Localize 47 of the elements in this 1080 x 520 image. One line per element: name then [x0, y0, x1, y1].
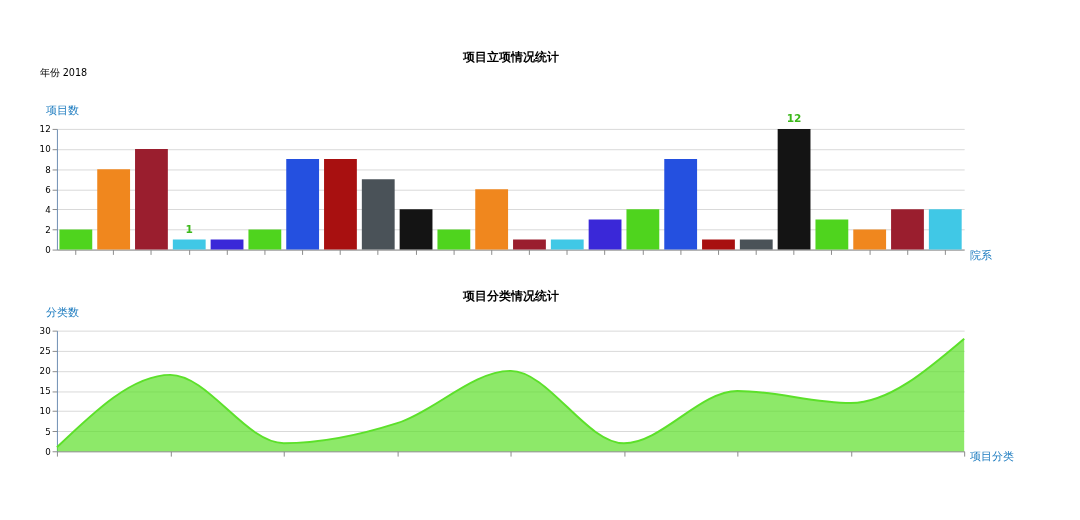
bar: [248, 229, 282, 250]
bar: [853, 229, 887, 250]
y-tick-label: 5: [45, 426, 51, 437]
bar: [702, 239, 735, 250]
bar: [550, 239, 584, 250]
bar: [475, 189, 509, 250]
bar: [324, 159, 357, 250]
y-tick-label: 10: [39, 144, 51, 155]
bar: [361, 179, 395, 250]
y-tick-label: 4: [45, 204, 52, 215]
y-tick-label: 12: [39, 124, 51, 135]
y-tick-label: 6: [45, 184, 51, 195]
text: 年份 2018: [39, 66, 88, 78]
y-tick-label: 10: [39, 406, 51, 417]
y-tick-label: 20: [39, 366, 51, 377]
y-tick-label: 30: [39, 326, 51, 337]
bar: [928, 209, 962, 250]
y-tick-label: 8: [45, 164, 51, 175]
y-axis-title: 项目数: [45, 103, 79, 117]
bar: [664, 159, 698, 250]
chart-title: 项目分类情况统计: [461, 288, 559, 303]
bar: [513, 239, 546, 250]
bar: [437, 229, 471, 250]
bar: [777, 128, 811, 250]
bar: [172, 239, 206, 250]
x-axis-title: 院系: [970, 248, 993, 262]
bar: [588, 219, 622, 250]
bar: [59, 229, 93, 250]
bar: [97, 169, 131, 250]
y-tick-label: 15: [39, 386, 51, 397]
bar: [210, 239, 244, 250]
bar: [891, 209, 924, 250]
chart-title: 项目立项情况统计: [461, 50, 559, 65]
y-tick-label: 2: [45, 224, 51, 235]
bar: [135, 149, 168, 250]
bar: [626, 209, 660, 250]
data-label: 12: [786, 112, 802, 126]
y-tick-label: 25: [39, 346, 51, 357]
bar: [286, 159, 320, 250]
y-axis-title: 分类数: [45, 305, 79, 319]
x-axis-title: 项目分类: [970, 450, 1015, 464]
y-tick-label: 0: [45, 446, 51, 457]
data-label: 1: [185, 222, 193, 236]
bar: [399, 209, 433, 250]
y-tick-label: 0: [45, 244, 51, 255]
bar: [815, 219, 849, 250]
bar: [739, 239, 773, 250]
